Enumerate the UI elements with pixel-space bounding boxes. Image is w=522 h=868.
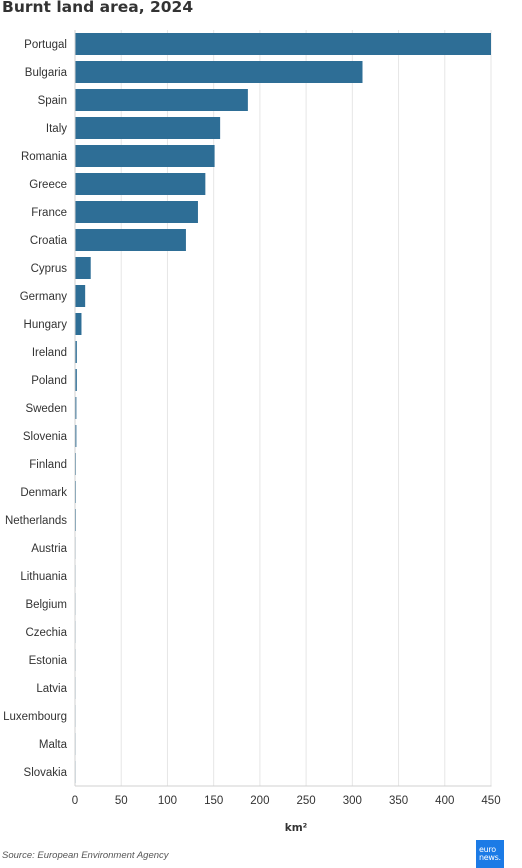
euronews-logo: euro news. [476, 840, 504, 868]
bar-croatia [75, 229, 186, 251]
bar-sweden [75, 397, 77, 419]
bar-chart: Portugal Bulgaria Spain Italy Romania Greece F… [3, 30, 501, 834]
chart-title: Burnt land area, 2024 [2, 0, 194, 16]
category-label-latvia: Latvia [36, 683, 67, 695]
bar-bulgaria [75, 61, 363, 83]
category-label-luxembourg: Luxembourg [3, 711, 67, 723]
x-tick-label-350: 350 [389, 795, 408, 807]
category-label-malta: Malta [39, 739, 68, 751]
category-label-spain: Spain [38, 95, 67, 107]
category-label-finland: Finland [29, 459, 67, 471]
category-label-denmark: Denmark [20, 487, 67, 499]
category-label-croatia: Croatia [30, 235, 68, 247]
category-label-estonia: Estonia [29, 655, 68, 667]
category-label-greece: Greece [29, 179, 67, 191]
bar-germany [75, 285, 86, 307]
category-label-cyprus: Cyprus [31, 263, 68, 275]
x-tick-label-450: 450 [481, 795, 500, 807]
x-tick-label-150: 150 [204, 795, 223, 807]
bar-spain [75, 89, 248, 111]
category-label-germany: Germany [20, 291, 68, 303]
category-label-belgium: Belgium [25, 599, 67, 611]
x-axis-title: km² [285, 822, 308, 834]
source-note: Source: European Environment Agency [2, 850, 169, 861]
x-tick-label-200: 200 [250, 795, 269, 807]
x-tick-label-50: 50 [115, 795, 128, 807]
bar-italy [75, 117, 221, 139]
category-label-hungary: Hungary [24, 319, 68, 331]
category-label-bulgaria: Bulgaria [25, 67, 68, 79]
x-tick-label-300: 300 [343, 795, 362, 807]
category-label-france: France [31, 207, 67, 219]
bar-poland [75, 369, 77, 391]
category-label-italy: Italy [46, 123, 67, 135]
bar-cyprus [75, 257, 91, 279]
category-label-romania: Romania [21, 151, 68, 163]
x-tick-label-250: 250 [297, 795, 316, 807]
bar-slovenia [75, 425, 77, 447]
bar-portugal [75, 33, 491, 55]
x-tick-label-400: 400 [435, 795, 454, 807]
category-label-slovenia: Slovenia [23, 431, 68, 443]
category-label-slovakia: Slovakia [24, 767, 68, 779]
x-tick-label-100: 100 [158, 795, 177, 807]
bar-greece [75, 173, 206, 195]
category-label-poland: Poland [31, 375, 67, 387]
category-label-sweden: Sweden [25, 403, 67, 415]
category-label-czechia: Czechia [25, 627, 67, 639]
bar-ireland [75, 341, 77, 363]
bar-france [75, 201, 198, 223]
category-label-austria: Austria [31, 543, 67, 555]
bar-romania [75, 145, 215, 167]
category-label-lithuania: Lithuania [20, 571, 67, 583]
category-label-portugal: Portugal [24, 39, 67, 51]
bar-hungary [75, 313, 82, 335]
x-tick-label-0: 0 [72, 795, 78, 807]
category-label-ireland: Ireland [32, 347, 67, 359]
category-label-netherlands: Netherlands [5, 515, 67, 527]
